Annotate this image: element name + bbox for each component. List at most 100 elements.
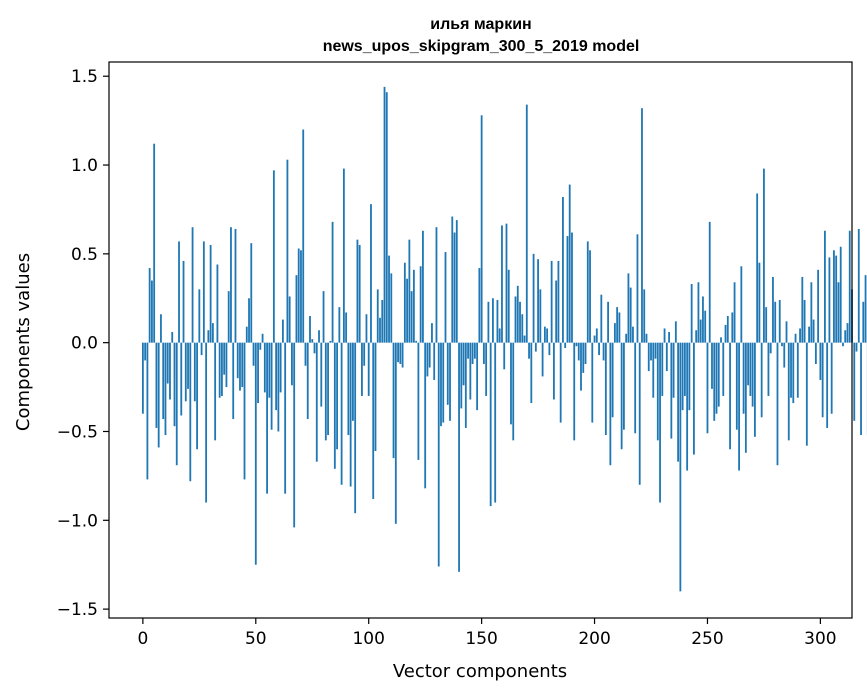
y-tick-label: −1.0 bbox=[57, 511, 98, 531]
bar bbox=[279, 342, 282, 393]
bar bbox=[534, 342, 537, 352]
bar bbox=[521, 314, 524, 343]
bar bbox=[862, 301, 865, 343]
bar bbox=[720, 337, 722, 343]
bar bbox=[715, 342, 718, 414]
bar bbox=[324, 342, 327, 441]
bar bbox=[336, 342, 338, 450]
bar bbox=[200, 342, 203, 356]
y-tick-label: 1.0 bbox=[71, 156, 98, 176]
bar bbox=[796, 342, 799, 398]
bars-group bbox=[141, 86, 867, 592]
bar bbox=[848, 230, 851, 343]
bar bbox=[645, 333, 648, 343]
bar bbox=[595, 328, 598, 343]
bar bbox=[539, 289, 542, 343]
bar bbox=[548, 342, 551, 356]
bar bbox=[731, 312, 734, 343]
bar bbox=[259, 342, 262, 350]
bar bbox=[686, 342, 689, 471]
x-tick-label: 250 bbox=[691, 629, 723, 649]
bar bbox=[277, 342, 280, 432]
bar bbox=[810, 282, 813, 343]
bar bbox=[392, 342, 395, 459]
bar bbox=[291, 342, 293, 386]
bar bbox=[742, 342, 745, 414]
y-tick-label: 1.5 bbox=[71, 67, 98, 87]
bar bbox=[358, 244, 361, 343]
bar bbox=[403, 262, 406, 343]
bar bbox=[394, 342, 397, 524]
bar bbox=[365, 314, 368, 343]
bar bbox=[853, 342, 856, 421]
bar bbox=[422, 230, 424, 343]
bar bbox=[464, 342, 467, 428]
bar bbox=[320, 342, 323, 407]
bar bbox=[501, 225, 503, 343]
bar bbox=[254, 342, 257, 565]
bar bbox=[783, 342, 786, 368]
bar bbox=[523, 335, 526, 343]
bar bbox=[744, 342, 747, 453]
bar bbox=[620, 342, 623, 450]
bar bbox=[281, 319, 284, 343]
bar bbox=[340, 342, 343, 485]
bar bbox=[510, 342, 512, 425]
bar bbox=[616, 307, 619, 343]
bar bbox=[760, 342, 763, 418]
bar bbox=[652, 342, 655, 398]
bar bbox=[482, 342, 485, 364]
bar bbox=[749, 342, 752, 396]
bar bbox=[209, 244, 212, 343]
bar bbox=[505, 223, 508, 343]
bar bbox=[227, 291, 230, 343]
bar bbox=[494, 342, 497, 503]
bar bbox=[729, 342, 731, 450]
bar bbox=[557, 260, 560, 343]
bar bbox=[489, 342, 492, 507]
bar bbox=[410, 291, 413, 343]
bar bbox=[469, 342, 472, 400]
bar bbox=[758, 262, 761, 343]
bar bbox=[537, 259, 539, 343]
bar bbox=[833, 250, 835, 343]
y-axis-label: Components values bbox=[13, 253, 34, 431]
x-tick-label: 100 bbox=[352, 629, 384, 649]
bar bbox=[670, 342, 673, 439]
bar bbox=[187, 342, 189, 389]
bar bbox=[349, 342, 352, 487]
bar bbox=[322, 291, 325, 343]
bar bbox=[444, 252, 447, 343]
bar bbox=[568, 184, 571, 343]
plot-frame bbox=[108, 61, 853, 619]
bar bbox=[198, 289, 201, 343]
bar bbox=[478, 268, 481, 343]
bar bbox=[232, 342, 235, 420]
bar bbox=[426, 342, 429, 377]
bar bbox=[216, 264, 219, 343]
bar bbox=[243, 342, 246, 480]
bar bbox=[683, 342, 686, 396]
bar bbox=[726, 316, 729, 343]
bar bbox=[451, 216, 454, 343]
bar bbox=[546, 328, 549, 343]
bar bbox=[713, 342, 716, 421]
bar bbox=[643, 289, 646, 343]
chart-title-line-1: илья маркин bbox=[430, 16, 531, 33]
bar bbox=[668, 332, 670, 343]
bar bbox=[514, 296, 517, 343]
bar bbox=[284, 342, 287, 494]
bar bbox=[467, 342, 469, 359]
bar bbox=[837, 282, 840, 343]
bar bbox=[196, 342, 198, 450]
bar bbox=[144, 342, 147, 361]
bar bbox=[318, 330, 320, 343]
bar bbox=[792, 342, 795, 404]
bar bbox=[679, 342, 682, 592]
bar bbox=[428, 342, 431, 368]
bar bbox=[604, 342, 607, 436]
bar bbox=[636, 234, 639, 343]
bar bbox=[218, 342, 221, 398]
bar bbox=[166, 342, 169, 384]
bar bbox=[555, 280, 558, 343]
